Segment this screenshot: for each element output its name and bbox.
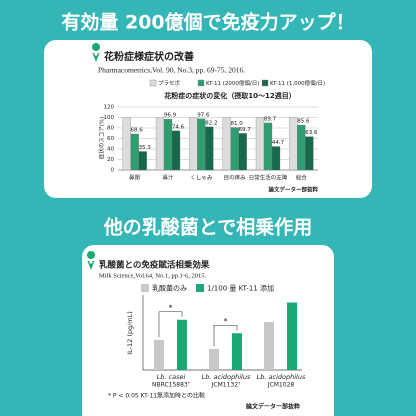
legend-label: KT-11 (1,000億個/日) <box>270 79 325 87</box>
legend-swatch <box>196 284 204 292</box>
bar <box>155 117 165 171</box>
bar <box>205 126 214 171</box>
x-tick-label: くしゃみ <box>190 175 213 182</box>
data-label: 74.6 <box>172 124 185 130</box>
bar <box>163 118 173 171</box>
x-tick-label: Lb. casei <box>157 373 186 381</box>
data-label: 69.7 <box>239 127 252 133</box>
data-label: 96.9 <box>164 113 177 119</box>
y-tick-label: 60 <box>107 136 114 142</box>
x-tick-label: 目の痒み <box>224 174 247 182</box>
bar <box>154 340 164 370</box>
x-tick-label: NBRC15883ᵀ <box>152 382 191 389</box>
bar <box>209 349 219 370</box>
legend-label: KT-11 (2000億個/日) <box>206 79 259 87</box>
bar <box>138 151 147 171</box>
bar <box>122 117 131 171</box>
significance-label: * <box>224 317 228 326</box>
legend-swatch <box>197 79 205 87</box>
legend-swatch <box>149 79 157 87</box>
bar <box>264 322 274 370</box>
legend-swatch <box>261 79 269 87</box>
y-axis-label: IL-12 (pg/mL) <box>126 311 134 355</box>
data-label: 81.0 <box>231 121 244 127</box>
bar <box>287 302 297 370</box>
bar <box>230 127 239 171</box>
bar <box>238 133 247 171</box>
bar <box>171 130 181 171</box>
bar <box>222 117 231 171</box>
significance-label: * <box>169 303 173 312</box>
bar <box>255 117 265 171</box>
pin-icon <box>92 43 101 62</box>
bar <box>189 117 198 171</box>
header: 他の乳酸菌とで相乗作用 <box>103 216 312 239</box>
x-tick-label: JCM1028 <box>267 382 295 389</box>
x-tick-label: Lb. acidophilus <box>257 373 306 381</box>
bar <box>289 117 298 171</box>
source: 論文データー部抜粋 <box>246 403 300 411</box>
bar <box>232 333 242 370</box>
plot-title: 花粉症の症状の変化（摂取10～12週目） <box>164 91 295 100</box>
pin-icon <box>87 251 96 270</box>
footnote: * P < 0.05 KT-11無添加時との比較 <box>108 392 205 400</box>
significance-bracket <box>158 311 183 337</box>
x-tick-label: Lb. acidophilus <box>202 373 251 381</box>
x-tick-label: 日常生活の支障 <box>249 174 288 182</box>
bar <box>263 122 273 171</box>
data-label: 89.7 <box>264 116 277 122</box>
y-tick-label: 20 <box>107 157 114 163</box>
header: 有効量 200億個で免疫力アップ！ <box>61 11 354 34</box>
y-tick-label: 100 <box>104 115 115 121</box>
data-label: 85.6 <box>297 119 310 125</box>
y-tick-label: 40 <box>107 147 114 153</box>
y-tick-label: 120 <box>104 105 115 111</box>
card-title: 花粉症様症状の改善 <box>104 50 194 63</box>
significance-bracket <box>213 324 238 346</box>
y-axis-label: 症状のスコア(%) <box>98 117 106 160</box>
pin-dot <box>89 260 93 264</box>
bar <box>177 319 187 370</box>
data-label: 68.6 <box>131 127 144 133</box>
card-title: 乳酸菌との免疫賦活相乗効果 <box>99 260 210 271</box>
citation: Milk Science,Vol.64, No.1, pp.1-6, 2015. <box>99 272 206 279</box>
legend-swatch <box>141 284 149 292</box>
bar <box>197 118 206 171</box>
source: 論文データー部抜粋 <box>268 186 318 194</box>
x-tick-label: 鼻汁 <box>162 174 174 182</box>
x-tick-label: 総合 <box>296 174 308 182</box>
data-label: 35.3 <box>139 145 152 151</box>
y-tick-label: 0 <box>111 168 115 174</box>
x-tick-label: JCM1132ᵀ <box>211 382 241 389</box>
y-tick-label: 80 <box>107 126 114 132</box>
legend-label: プラセボ <box>158 79 181 87</box>
bar <box>271 146 281 171</box>
bar <box>297 124 306 171</box>
legend-label: 1/100 量 KT-11 添加 <box>207 284 274 293</box>
legend-label: 乳酸菌のみ <box>152 284 187 293</box>
citation: Pharmacometrics,Vol. 90, No.3, pp. 69-75… <box>98 66 245 75</box>
card <box>44 40 372 198</box>
data-label: 44.7 <box>272 140 285 146</box>
bar <box>305 136 314 171</box>
data-label: 63.6 <box>305 130 318 136</box>
data-label: 97.6 <box>197 112 210 118</box>
pin-dot <box>94 52 98 56</box>
x-tick-label: 鼻閉 <box>129 174 141 182</box>
bar <box>130 133 139 171</box>
data-label: 82.2 <box>205 120 217 126</box>
